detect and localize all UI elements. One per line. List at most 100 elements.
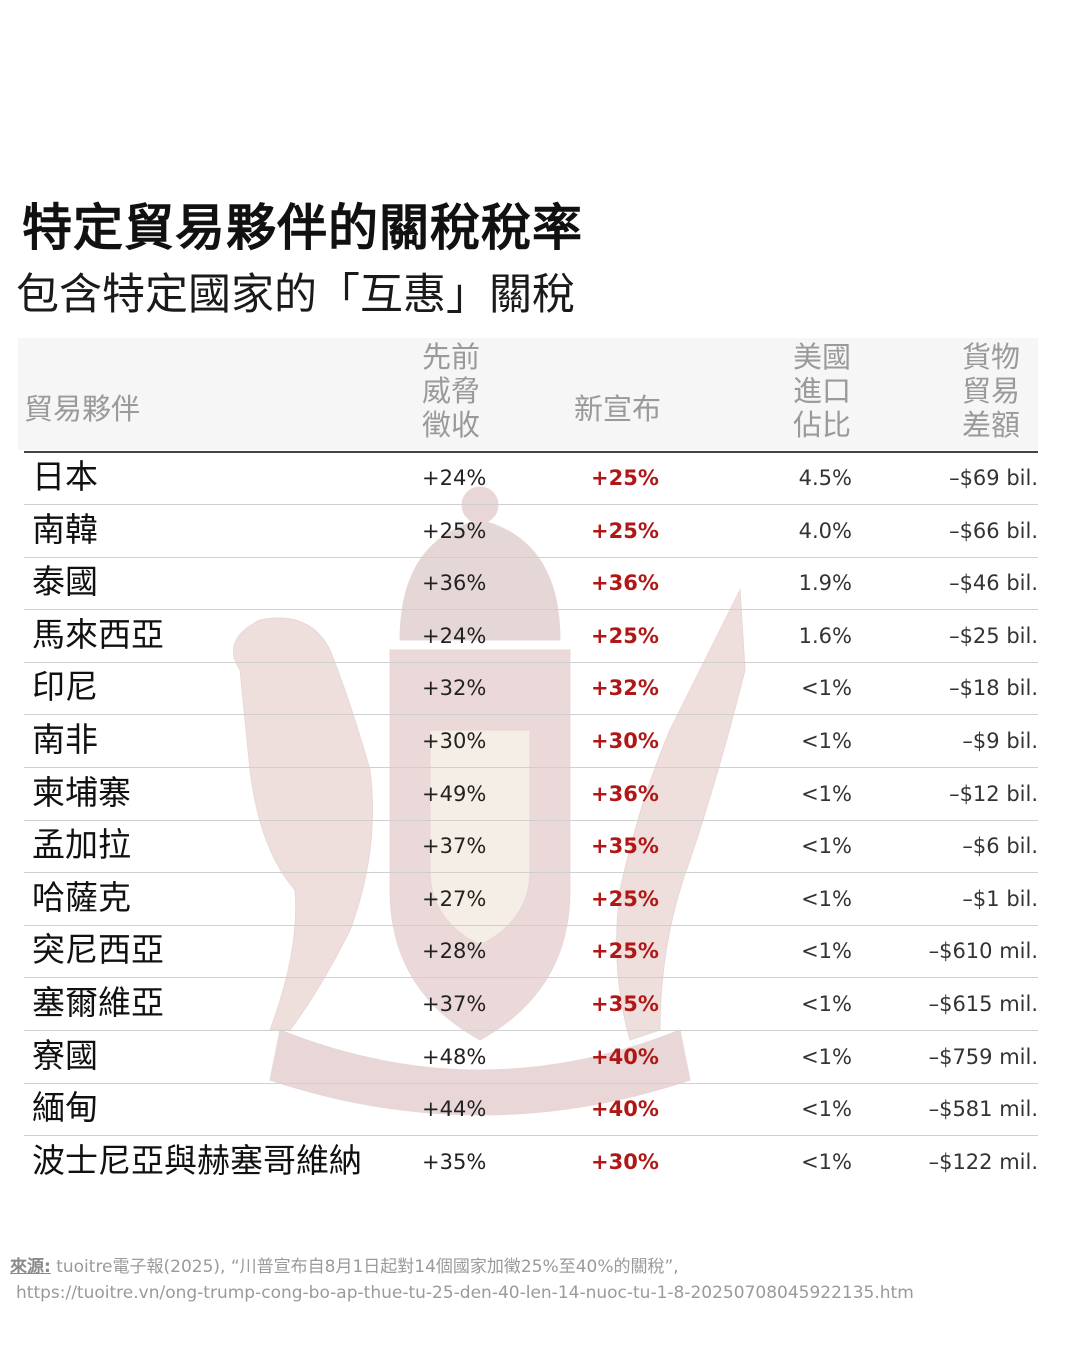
import-share-cell: <1% [801, 1149, 852, 1174]
partner-cell: 印尼 [32, 667, 98, 707]
column-header-previous-line: 徵收 [422, 408, 481, 442]
previous-rate-cell: +24% [422, 466, 487, 490]
partner-cell: 南韓 [32, 509, 98, 549]
column-header-previous: 先前 威脅 徵收 [422, 340, 480, 442]
previous-rate-cell: +37% [422, 834, 487, 859]
column-header-new-text: 新宣布 [574, 392, 662, 426]
row-divider [24, 977, 1038, 979]
partner-cell: 南非 [32, 720, 98, 759]
import-share-cell: 4.0% [798, 518, 852, 543]
table-row: 日本 +24% +25% 4.5% –$69 bil. [24, 453, 1038, 505]
column-header-import-share-line: 美國 [793, 340, 852, 374]
table-header-background [18, 338, 1038, 450]
import-share-cell: <1% [801, 992, 852, 1016]
table-row: 寮國 +48% +40% <1% –$759 mil. [24, 1032, 1038, 1084]
trade-balance-cell: –$25 bil. [949, 623, 1038, 648]
trade-balance-cell: –$1 bil. [962, 886, 1038, 911]
partner-cell: 日本 [32, 457, 98, 496]
table-row: 柬埔寨 +49% +36% <1% –$12 bil. [24, 769, 1038, 821]
row-divider [24, 714, 1038, 716]
table-row: 印尼 +32% +32% <1% –$18 bil. [24, 663, 1038, 716]
partner-cell: 寮國 [32, 1035, 98, 1075]
trade-balance-cell: –$615 mil. [928, 992, 1038, 1016]
import-share-cell: 1.6% [798, 623, 852, 648]
partner-cell: 泰國 [32, 562, 98, 602]
new-rate-cell: +25% [591, 623, 659, 648]
source-note: 來源: tuoitre電子報(2025), “川普宣布自8月1日起對14個國家加… [10, 1252, 679, 1277]
source-label: 來源: [10, 1257, 51, 1277]
new-rate-cell: +25% [591, 886, 659, 911]
import-share-cell: <1% [801, 729, 852, 753]
new-rate-cell: +25% [591, 939, 659, 964]
trade-balance-cell: –$18 bil. [949, 676, 1038, 701]
column-header-new: 新宣布 [574, 392, 661, 426]
trade-balance-cell: –$122 mil. [928, 1149, 1038, 1174]
import-share-cell: <1% [801, 834, 852, 859]
partner-cell: 柬埔寨 [32, 772, 131, 812]
chart-title: 特定貿易夥伴的關稅稅率 [22, 199, 583, 257]
previous-rate-cell: +35% [422, 1149, 487, 1174]
import-share-cell: <1% [801, 781, 852, 806]
new-rate-cell: +32% [591, 676, 659, 701]
table-row: 哈薩克 +27% +25% <1% –$1 bil. [24, 874, 1038, 926]
import-share-cell: <1% [801, 886, 852, 911]
table-row: 泰國 +36% +36% 1.9% –$46 bil. [24, 558, 1038, 611]
previous-rate-cell: +49% [422, 781, 487, 806]
table-row: 馬來西亞 +24% +25% 1.6% –$25 bil. [24, 611, 1038, 663]
header-divider [24, 451, 1038, 453]
row-divider [24, 1030, 1038, 1031]
row-divider [24, 1082, 1038, 1084]
new-rate-cell: +25% [591, 466, 659, 490]
table-row: 緬甸 +44% +40% <1% –$581 mil. [24, 1084, 1038, 1137]
source-url: https://tuoitre.vn/ong-trump-cong-bo-ap-… [16, 1283, 914, 1303]
row-divider [24, 924, 1038, 926]
table-row: 孟加拉 +37% +35% <1% –$6 bil. [24, 821, 1038, 874]
new-rate-cell: +30% [591, 1149, 659, 1174]
partner-cell: 孟加拉 [32, 825, 131, 865]
previous-rate-cell: +48% [422, 1044, 487, 1069]
table-row: 波士尼亞與赫塞哥維納 +35% +30% <1% –$122 mil. [24, 1137, 1038, 1189]
trade-balance-cell: –$610 mil. [928, 939, 1038, 964]
column-header-import-share-line: 佔比 [793, 408, 852, 442]
partner-cell: 馬來西亞 [32, 614, 164, 654]
import-share-cell: <1% [801, 1097, 852, 1122]
partner-cell: 塞爾維亞 [32, 983, 164, 1022]
partner-cell: 緬甸 [32, 1088, 98, 1128]
trade-balance-cell: –$9 bil. [962, 729, 1038, 753]
partner-cell: 哈薩克 [32, 877, 131, 917]
trade-balance-cell: –$581 mil. [928, 1097, 1038, 1122]
import-share-cell: 1.9% [798, 571, 852, 596]
new-rate-cell: +30% [591, 729, 659, 753]
import-share-cell: <1% [801, 676, 852, 701]
previous-rate-cell: +25% [422, 518, 487, 543]
trade-balance-cell: –$759 mil. [928, 1044, 1038, 1069]
column-header-trade-balance-line: 貿易 [962, 374, 1021, 408]
previous-rate-cell: +30% [422, 729, 487, 753]
chart-subtitle: 包含特定國家的「互惠」關稅 [16, 270, 575, 320]
column-header-import-share: 美國 進口 佔比 [793, 340, 851, 442]
coat-of-arms-watermark-icon [232, 486, 746, 1116]
trade-balance-cell: –$12 bil. [949, 781, 1038, 806]
table-row: 塞爾維亞 +37% +35% <1% –$615 mil. [24, 979, 1038, 1031]
new-rate-cell: +35% [591, 834, 659, 859]
trade-balance-cell: –$46 bil. [949, 571, 1038, 596]
import-share-cell: 4.5% [798, 466, 852, 490]
column-header-partner: 貿易夥伴 [24, 392, 140, 426]
row-divider [24, 767, 1038, 768]
source-text: tuoitre電子報(2025), “川普宣布自8月1日起對14個國家加徵25%… [50, 1257, 679, 1277]
new-rate-cell: +25% [591, 518, 659, 543]
import-share-cell: <1% [801, 939, 852, 964]
table-row: 南韓 +25% +25% 4.0% –$66 bil. [24, 506, 1038, 558]
column-header-partner-text: 貿易夥伴 [24, 392, 141, 426]
row-divider [24, 661, 1038, 663]
trade-balance-cell: –$6 bil. [962, 834, 1038, 859]
row-divider [24, 819, 1038, 821]
new-rate-cell: +40% [591, 1097, 659, 1122]
row-divider [24, 1135, 1038, 1137]
previous-rate-cell: +32% [422, 676, 487, 701]
new-rate-cell: +36% [591, 781, 659, 806]
new-rate-cell: +35% [591, 992, 659, 1016]
column-header-trade-balance-line: 差額 [962, 408, 1021, 442]
previous-rate-cell: +27% [422, 886, 487, 911]
column-header-previous-line: 威脅 [422, 374, 481, 408]
